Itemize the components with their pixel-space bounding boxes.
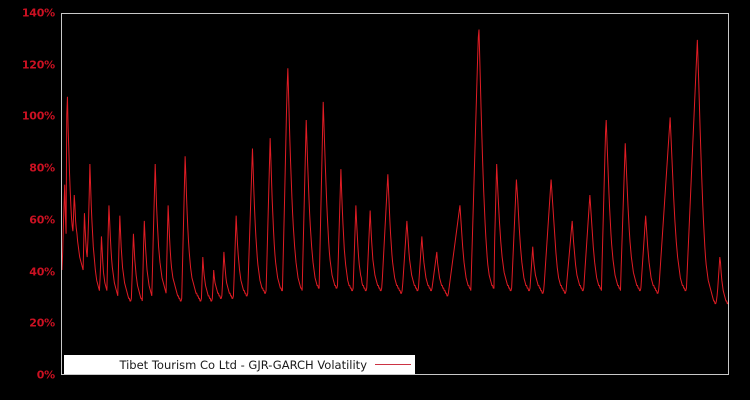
plot-area [61,13,729,375]
legend-line-sample-icon [375,364,411,365]
y-tick-label-40: 40% [29,265,55,279]
legend: Tibet Tourism Co Ltd - GJR-GARCH Volatil… [64,355,415,374]
y-tick-label-100: 100% [21,109,55,123]
y-axis: 140% 120% 100% 80% 60% 40% 20% 0% [0,0,61,400]
volatility-series [62,29,728,305]
y-tick-label-20: 20% [29,316,55,330]
series-line [62,29,728,305]
y-tick-label-80: 80% [29,161,55,175]
y-tick-label-60: 60% [29,213,55,227]
y-tick-label-140: 140% [21,6,55,20]
legend-label: Tibet Tourism Co Ltd - GJR-GARCH Volatil… [119,357,367,372]
y-tick-label-120: 120% [21,58,55,72]
y-tick-label-0: 0% [36,368,55,382]
